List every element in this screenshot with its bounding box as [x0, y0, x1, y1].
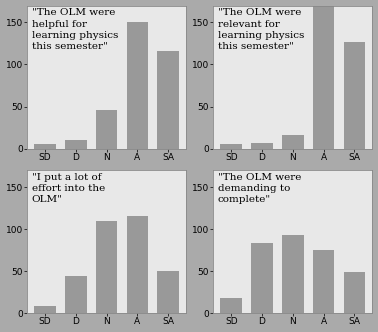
Bar [313, 250, 335, 313]
Bar [65, 140, 87, 149]
Bar [96, 221, 118, 313]
Bar [344, 42, 365, 149]
Bar [157, 51, 179, 149]
Bar [34, 144, 56, 149]
Bar [313, 6, 335, 149]
Bar [220, 144, 242, 149]
Bar [220, 298, 242, 313]
Bar [127, 216, 148, 313]
Bar [96, 110, 118, 149]
Bar [65, 276, 87, 313]
Text: "The OLM were
demanding to
complete": "The OLM were demanding to complete" [218, 173, 301, 204]
Bar [282, 235, 304, 313]
Bar [34, 306, 56, 313]
Bar [157, 271, 179, 313]
Bar [344, 272, 365, 313]
Text: "The OLM were
helpful for
learning physics
this semester": "The OLM were helpful for learning physi… [32, 8, 118, 51]
Bar [282, 135, 304, 149]
Text: "The OLM were
relevant for
learning physics
this semester": "The OLM were relevant for learning phys… [218, 8, 304, 51]
Text: "I put a lot of
effort into the
OLM": "I put a lot of effort into the OLM" [32, 173, 105, 204]
Bar [127, 22, 148, 149]
Bar [251, 243, 273, 313]
Bar [251, 143, 273, 149]
